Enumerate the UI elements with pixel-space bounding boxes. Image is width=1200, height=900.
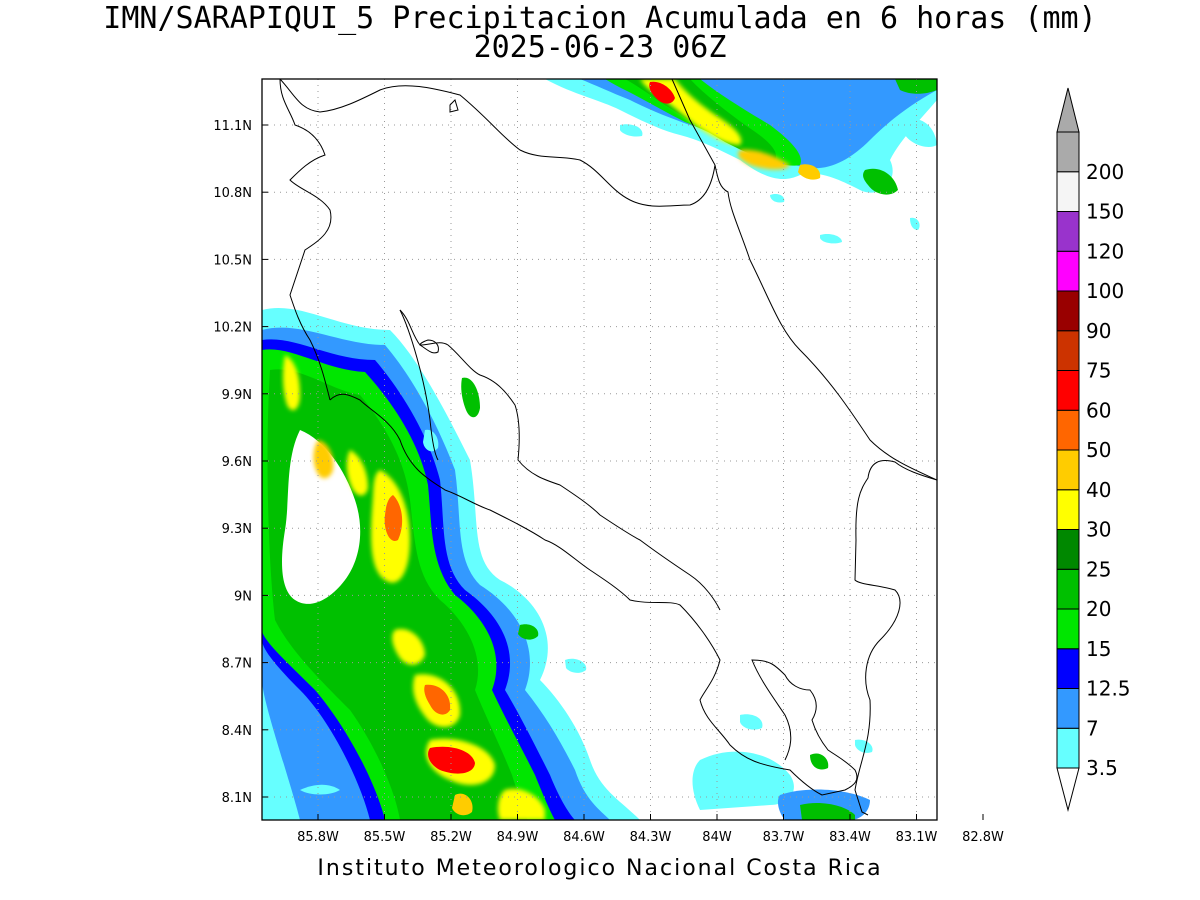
lat-tick-label: 9.6N xyxy=(222,455,252,470)
lon-tick-label: 85.5W xyxy=(364,830,406,845)
legend-level-label: 3.5 xyxy=(1086,756,1118,780)
legend-color-box xyxy=(1056,370,1080,411)
precipitation-field xyxy=(262,79,937,820)
legend-above-triangle xyxy=(1056,87,1080,133)
lat-tick-label: 8.7N xyxy=(222,657,252,672)
axis-ticks: 85.8W 85.5W 85.2W 84.9W 84.6W 84.3W 84W 83.7W 83… xyxy=(213,119,1004,845)
legend-color-box xyxy=(1056,648,1080,689)
map-subtitle-datetime: 2025-06-23 06Z xyxy=(473,30,727,65)
northeast-rain-band xyxy=(545,79,937,244)
lat-tick-label: 9.9N xyxy=(222,388,252,403)
legend-level-label: 150 xyxy=(1086,200,1124,224)
legend-color-box xyxy=(1056,608,1080,650)
legend-level-label: 200 xyxy=(1086,160,1124,184)
legend-level-label: 7 xyxy=(1086,716,1099,740)
map-title: IMN/SARAPIQUI_5 Precipitacion Acumulada … xyxy=(103,1,1097,36)
legend-level-label: 60 xyxy=(1086,398,1111,422)
lon-tick-label: 85.2W xyxy=(430,830,472,845)
lon-tick-label: 84W xyxy=(702,830,732,845)
legend-color-box xyxy=(1056,449,1080,491)
legend-color-box xyxy=(1056,131,1080,173)
lon-tick-label: 84.6W xyxy=(563,830,605,845)
legend-color-box xyxy=(1056,568,1080,610)
legend-level-label: 90 xyxy=(1086,319,1111,343)
coastlines xyxy=(279,79,937,816)
lat-tick-label: 10.5N xyxy=(213,253,252,268)
legend-color-box xyxy=(1056,250,1080,292)
southwest-rain-band xyxy=(262,307,640,820)
legend-color-box xyxy=(1056,727,1080,769)
lon-tick-label: 84.3W xyxy=(630,830,672,845)
legend-color-box xyxy=(1056,529,1080,570)
legend-level-label: 75 xyxy=(1086,359,1111,383)
lat-tick-label: 8.4N xyxy=(222,724,252,739)
legend-color-box xyxy=(1056,290,1080,332)
lat-tick-label: 9N xyxy=(234,589,252,604)
legend-level-label: 100 xyxy=(1086,279,1124,303)
lat-tick-label: 11.1N xyxy=(213,119,252,134)
legend-level-label: 120 xyxy=(1086,239,1124,263)
legend-level-label: 50 xyxy=(1086,438,1111,462)
legend-color-box xyxy=(1056,409,1080,451)
credit-text: Instituto Meteorologico Nacional Costa R… xyxy=(317,856,883,881)
lat-tick-label: 10.8N xyxy=(213,186,252,201)
lon-tick-label: 83.4W xyxy=(829,830,871,845)
legend-level-label: 15 xyxy=(1086,637,1111,661)
lon-tick-label: 85.8W xyxy=(297,830,339,845)
legend-color-box xyxy=(1056,489,1080,530)
legend-level-label: 20 xyxy=(1086,597,1111,621)
lat-tick-label: 9.3N xyxy=(222,522,252,537)
legend-level-label: 30 xyxy=(1086,518,1111,542)
legend-color-box xyxy=(1056,330,1080,371)
lat-tick-label: 8.1N xyxy=(222,791,252,806)
legend-color-box xyxy=(1056,171,1080,212)
lon-tick-label: 82.8W xyxy=(962,830,1004,845)
lon-tick-label: 84.9W xyxy=(497,830,539,845)
legend-below-triangle xyxy=(1056,767,1080,812)
legend-color-box xyxy=(1056,211,1080,252)
legend-level-label: 12.5 xyxy=(1086,677,1131,701)
legend-level-label: 25 xyxy=(1086,557,1111,581)
map-frame xyxy=(261,78,938,821)
lon-tick-label: 83.7W xyxy=(763,830,805,845)
legend-color-box xyxy=(1056,688,1080,729)
lon-tick-label: 83.1W xyxy=(896,830,938,845)
lat-tick-label: 10.2N xyxy=(213,321,252,336)
legend-level-label: 40 xyxy=(1086,478,1111,502)
